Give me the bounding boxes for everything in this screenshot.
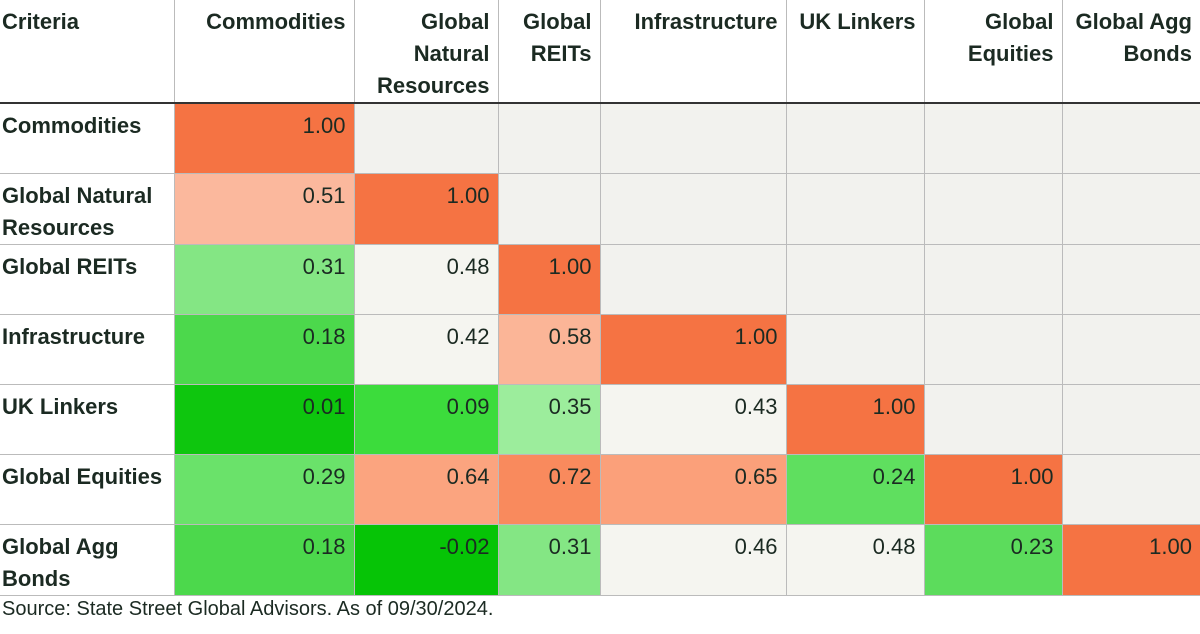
row-label: Global REITs <box>0 244 175 315</box>
table-cell: 0.58 <box>498 314 601 385</box>
header-cell: Global Natural Resources <box>354 0 499 104</box>
table-cell: 0.72 <box>498 454 601 525</box>
table-cell <box>1062 103 1200 174</box>
table-cell: 0.31 <box>498 524 601 596</box>
table-row: Commodities 1.00 <box>0 103 1200 174</box>
table-cell <box>600 103 787 174</box>
row-label: Commodities <box>0 103 175 174</box>
table-cell <box>1062 454 1200 525</box>
table-cell: 1.00 <box>174 103 355 174</box>
header-cell: Global Agg Bonds <box>1062 0 1200 104</box>
table-cell: 0.29 <box>174 454 355 525</box>
table-cell <box>1062 314 1200 385</box>
table-cell: 0.46 <box>600 524 787 596</box>
table-cell: 1.00 <box>354 173 499 245</box>
table-cell: 0.48 <box>786 524 925 596</box>
table-cell <box>498 173 601 245</box>
table-cell <box>786 173 925 245</box>
table-cell: 0.51 <box>174 173 355 245</box>
table-cell <box>924 103 1063 174</box>
table-cell <box>354 103 499 174</box>
table-cell: -0.02 <box>354 524 499 596</box>
table-cell <box>1062 244 1200 315</box>
row-label: Infrastructure <box>0 314 175 385</box>
table-cell <box>924 384 1063 455</box>
table-cell: 1.00 <box>924 454 1063 525</box>
header-cell: Global REITs <box>498 0 601 104</box>
table-row: UK Linkers 0.01 0.09 0.35 0.43 1.00 <box>0 384 1200 455</box>
table-row: Global Natural Resources 0.51 1.00 <box>0 173 1200 245</box>
table-cell: 0.35 <box>498 384 601 455</box>
table-cell: 1.00 <box>600 314 787 385</box>
header-row: Criteria Commodities Global Natural Resour… <box>0 0 1200 104</box>
table-cell <box>600 173 787 245</box>
table-cell <box>924 314 1063 385</box>
table-cell <box>1062 384 1200 455</box>
table-cell: 0.23 <box>924 524 1063 596</box>
header-cell: Criteria <box>0 0 175 104</box>
table-cell <box>600 244 787 315</box>
table-cell <box>498 103 601 174</box>
table-cell: 0.48 <box>354 244 499 315</box>
source-note: Source: State Street Global Advisors. As… <box>2 598 494 620</box>
row-label: UK Linkers <box>0 384 175 455</box>
table-cell: 0.09 <box>354 384 499 455</box>
table-cell: 0.24 <box>786 454 925 525</box>
table-cell: 0.42 <box>354 314 499 385</box>
table-cell <box>1062 173 1200 245</box>
table-cell <box>924 244 1063 315</box>
table-cell: 0.31 <box>174 244 355 315</box>
table-cell: 0.64 <box>354 454 499 525</box>
header-cell: Infrastructure <box>600 0 787 104</box>
table-row: Global REITs 0.31 0.48 1.00 <box>0 244 1200 315</box>
table-cell: 1.00 <box>498 244 601 315</box>
table-cell <box>786 314 925 385</box>
table-cell: 0.43 <box>600 384 787 455</box>
row-label: Global Agg Bonds <box>0 524 175 596</box>
table-cell <box>786 244 925 315</box>
table-cell: 0.65 <box>600 454 787 525</box>
table-cell: 1.00 <box>786 384 925 455</box>
row-label: Global Natural Resources <box>0 173 175 245</box>
header-cell: Commodities <box>174 0 355 104</box>
table-cell <box>786 103 925 174</box>
table-cell: 1.00 <box>1062 524 1200 596</box>
table-row: Global Equities 0.29 0.64 0.72 0.65 0.24 1.00 <box>0 454 1200 525</box>
header-cell: UK Linkers <box>786 0 925 104</box>
header-cell: Global Equities <box>924 0 1063 104</box>
table-body: Commodities 1.00 Global Natural Resources 0… <box>0 103 1200 596</box>
table-cell <box>924 173 1063 245</box>
correlation-table: Criteria Commodities Global Natural Resour… <box>0 0 1200 596</box>
table-cell: 0.18 <box>174 314 355 385</box>
table-row: Global Agg Bonds 0.18 -0.02 0.31 0.46 0.48 0.2… <box>0 524 1200 596</box>
table-row: Infrastructure 0.18 0.42 0.58 1.00 <box>0 314 1200 385</box>
table-cell: 0.01 <box>174 384 355 455</box>
table-cell: 0.18 <box>174 524 355 596</box>
row-label: Global Equities <box>0 454 175 525</box>
